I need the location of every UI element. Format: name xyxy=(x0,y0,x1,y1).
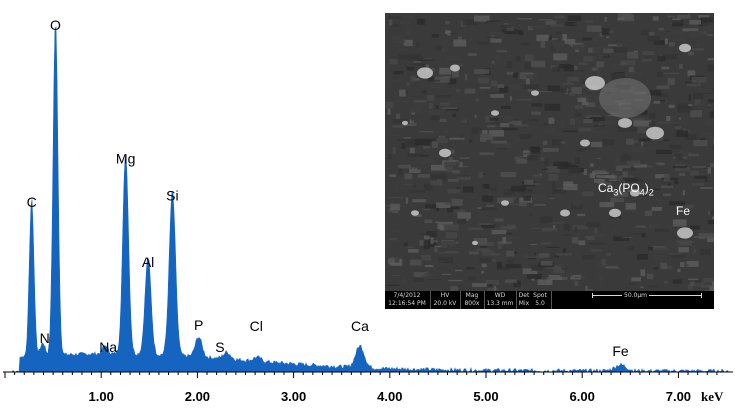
x-tick-label: 6.00 xyxy=(570,389,595,404)
sem-scale-label: 50.0µm xyxy=(622,292,649,300)
peak-label-mg: Mg xyxy=(116,151,135,167)
peak-label-fe: Fe xyxy=(612,343,629,359)
peak-label-ca: Ca xyxy=(351,318,369,334)
peak-label-o: O xyxy=(50,17,61,33)
x-tick-label: 1.00 xyxy=(89,389,114,404)
peak-label-al: Al xyxy=(142,254,154,270)
x-tick-label: 4.00 xyxy=(377,389,402,404)
x-tick-label: 7.00 xyxy=(666,389,691,404)
sem-fe-label: Fe xyxy=(676,204,690,218)
x-unit-label: keV xyxy=(701,389,724,404)
peak-label-cl: Cl xyxy=(250,318,263,334)
peak-label-n: N xyxy=(40,330,50,346)
peak-label-s: S xyxy=(215,339,224,355)
peak-label-p: P xyxy=(194,317,203,333)
x-tick-label: 3.00 xyxy=(281,389,306,404)
peak-label-si: Si xyxy=(166,187,178,203)
sem-phase-label: Ca3(PO4)2 xyxy=(598,181,654,197)
peak-label-c: C xyxy=(27,194,37,210)
x-tick-label: 5.00 xyxy=(473,389,498,404)
x-tick-label: 2.00 xyxy=(185,389,210,404)
sem-texture xyxy=(385,13,714,309)
peak-label-na: Na xyxy=(99,339,117,355)
